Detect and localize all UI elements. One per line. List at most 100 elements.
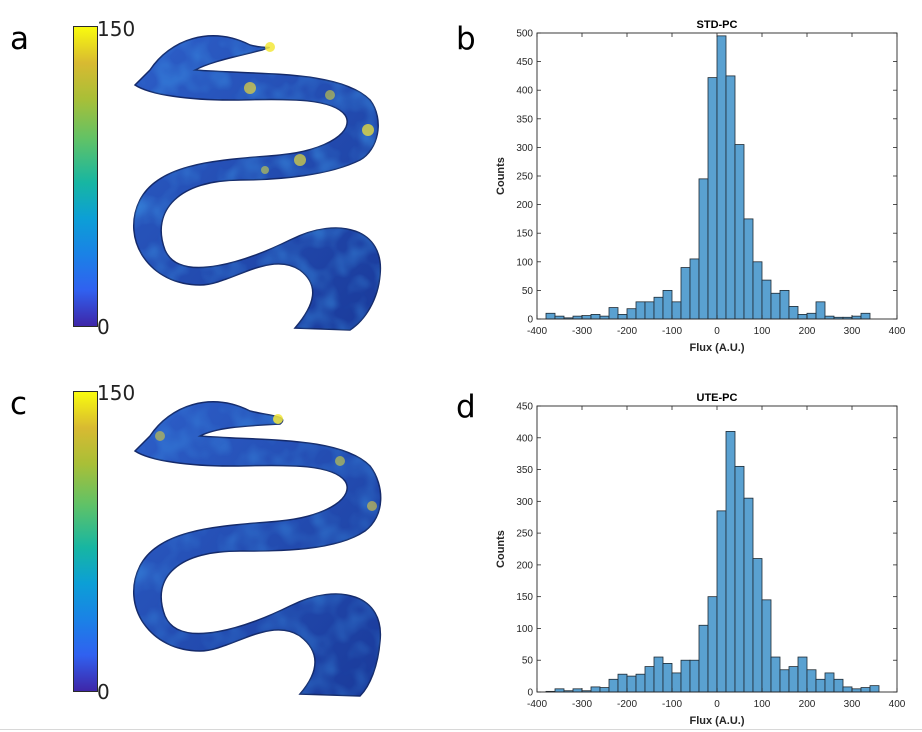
ute-pc-ylabel: Counts xyxy=(495,530,507,568)
ute-pc-ytick-label: 0 xyxy=(527,688,533,699)
ute-pc-bar xyxy=(671,672,682,693)
std-pc-ytick-label: 50 xyxy=(522,286,534,297)
std-pc-bar xyxy=(590,314,601,320)
colorbar-bottom-min-label: 0 xyxy=(97,680,110,704)
ute-pc-ytick-label: 250 xyxy=(516,529,533,540)
std-pc-bar xyxy=(788,306,799,320)
ute-pc-bar xyxy=(716,510,727,693)
std-pc-xtick-label: 100 xyxy=(754,326,771,337)
std-pc-bar xyxy=(698,178,709,320)
std-pc-bar xyxy=(815,301,826,320)
ute-pc-xtick-label: 300 xyxy=(844,699,861,710)
ute-pc-xtick-label: 400 xyxy=(889,699,906,710)
std-pc-xtick-label: 0 xyxy=(714,326,720,337)
ute-pc-xtick-label: 0 xyxy=(714,699,720,710)
std-pc-bar xyxy=(752,261,763,320)
std-pc-ytick-label: 350 xyxy=(516,114,533,125)
ute-pc-bar xyxy=(662,663,673,693)
ute-pc-xtick-label: 200 xyxy=(799,699,816,710)
ute-pc-bar xyxy=(644,666,655,693)
std-pc-bar xyxy=(743,218,754,320)
vessel-std-pc xyxy=(133,35,382,331)
std-pc-bar xyxy=(689,258,700,320)
std-pc-ytick-label: 200 xyxy=(516,200,533,211)
ute-pc-bar xyxy=(869,685,880,693)
std-pc-bar xyxy=(644,301,655,320)
ute-pc-bar xyxy=(806,669,817,693)
ute-pc-bar xyxy=(860,687,871,693)
ute-pc-ytick-label: 100 xyxy=(516,624,533,635)
ute-pc-bar xyxy=(707,596,718,693)
vessel-ute-pc xyxy=(133,401,382,697)
ute-pc-bar xyxy=(833,678,844,693)
ute-pc-xtick-label: -200 xyxy=(617,699,637,710)
ute-pc-bar xyxy=(554,688,565,693)
std-pc-title: STD-PC xyxy=(697,19,738,31)
ute-pc-bar xyxy=(815,678,826,693)
std-pc-bar xyxy=(806,312,817,320)
std-pc-ytick-label: 450 xyxy=(516,57,533,68)
std-pc-bar xyxy=(860,312,871,320)
ute-pc-bar xyxy=(680,659,691,693)
ute-pc-bar xyxy=(851,688,862,693)
ute-pc-xlabel: Flux (A.U.) xyxy=(690,715,745,727)
colorbar-top-min-label: 0 xyxy=(97,315,110,339)
std-pc-bar xyxy=(707,77,718,320)
ute-pc-ytick-label: 400 xyxy=(516,433,533,444)
ute-pc-ytick-label: 450 xyxy=(516,402,533,413)
colorbar-bottom-max-label: 150 xyxy=(97,381,136,405)
std-pc-xtick-label: 200 xyxy=(799,326,816,337)
std-pc-ytick-label: 300 xyxy=(516,143,533,154)
ute-pc-bar xyxy=(743,497,754,693)
panel-letter-a: a xyxy=(10,21,29,57)
ute-pc-bar xyxy=(626,675,637,693)
std-pc-xtick-label: -400 xyxy=(527,326,547,337)
std-pc-bar xyxy=(608,307,619,320)
ute-pc-bar xyxy=(608,678,619,693)
ute-pc-bar xyxy=(770,656,781,693)
ute-pc-bar xyxy=(752,558,763,693)
colorbar-top xyxy=(73,26,98,327)
std-pc-bar xyxy=(680,267,691,320)
ute-pc-bar xyxy=(842,686,853,693)
ute-pc-bar xyxy=(635,673,646,693)
std-pc-bar xyxy=(581,315,592,320)
std-pc-ylabel: Counts xyxy=(495,157,507,195)
std-pc-bar xyxy=(797,314,808,320)
ute-pc-xtick-label: 100 xyxy=(754,699,771,710)
ute-pc-ytick-label: 200 xyxy=(516,560,533,571)
std-pc-bar xyxy=(725,75,736,320)
std-pc-bar xyxy=(734,144,745,320)
ute-pc-bar xyxy=(599,687,610,693)
std-pc-ytick-label: 250 xyxy=(516,172,533,183)
ute-pc-xtick-label: -100 xyxy=(662,699,682,710)
std-pc-bar xyxy=(545,312,556,320)
std-pc-bar xyxy=(761,279,772,320)
ute-pc-bar xyxy=(617,673,628,693)
panel-letter-c: c xyxy=(10,386,28,422)
ute-pc-bar xyxy=(779,669,790,693)
std-pc-ytick-label: 400 xyxy=(516,86,533,97)
panel-letter-b: b xyxy=(456,21,476,57)
std-pc-bar xyxy=(716,35,727,320)
bottom-divider xyxy=(0,729,922,730)
ute-pc-bar xyxy=(572,688,583,693)
std-pc-bar xyxy=(770,292,781,320)
ute-pc-bar xyxy=(824,672,835,693)
ute-pc-bar xyxy=(797,656,808,693)
ute-pc-bar xyxy=(788,666,799,693)
std-pc-xlabel: Flux (A.U.) xyxy=(690,342,745,354)
std-pc-bar xyxy=(662,289,673,320)
ute-pc-title: UTE-PC xyxy=(697,392,738,404)
colorbar-bottom xyxy=(73,391,98,692)
std-pc-bar xyxy=(617,314,628,320)
ute-pc-xtick-label: -300 xyxy=(572,699,592,710)
std-pc-ytick-label: 150 xyxy=(516,229,533,240)
ute-pc-bar xyxy=(734,465,745,693)
std-pc-bar xyxy=(671,301,682,320)
ute-pc-xtick-label: -400 xyxy=(527,699,547,710)
ute-pc-ytick-label: 300 xyxy=(516,497,533,508)
std-pc-xtick-label: 400 xyxy=(889,326,906,337)
